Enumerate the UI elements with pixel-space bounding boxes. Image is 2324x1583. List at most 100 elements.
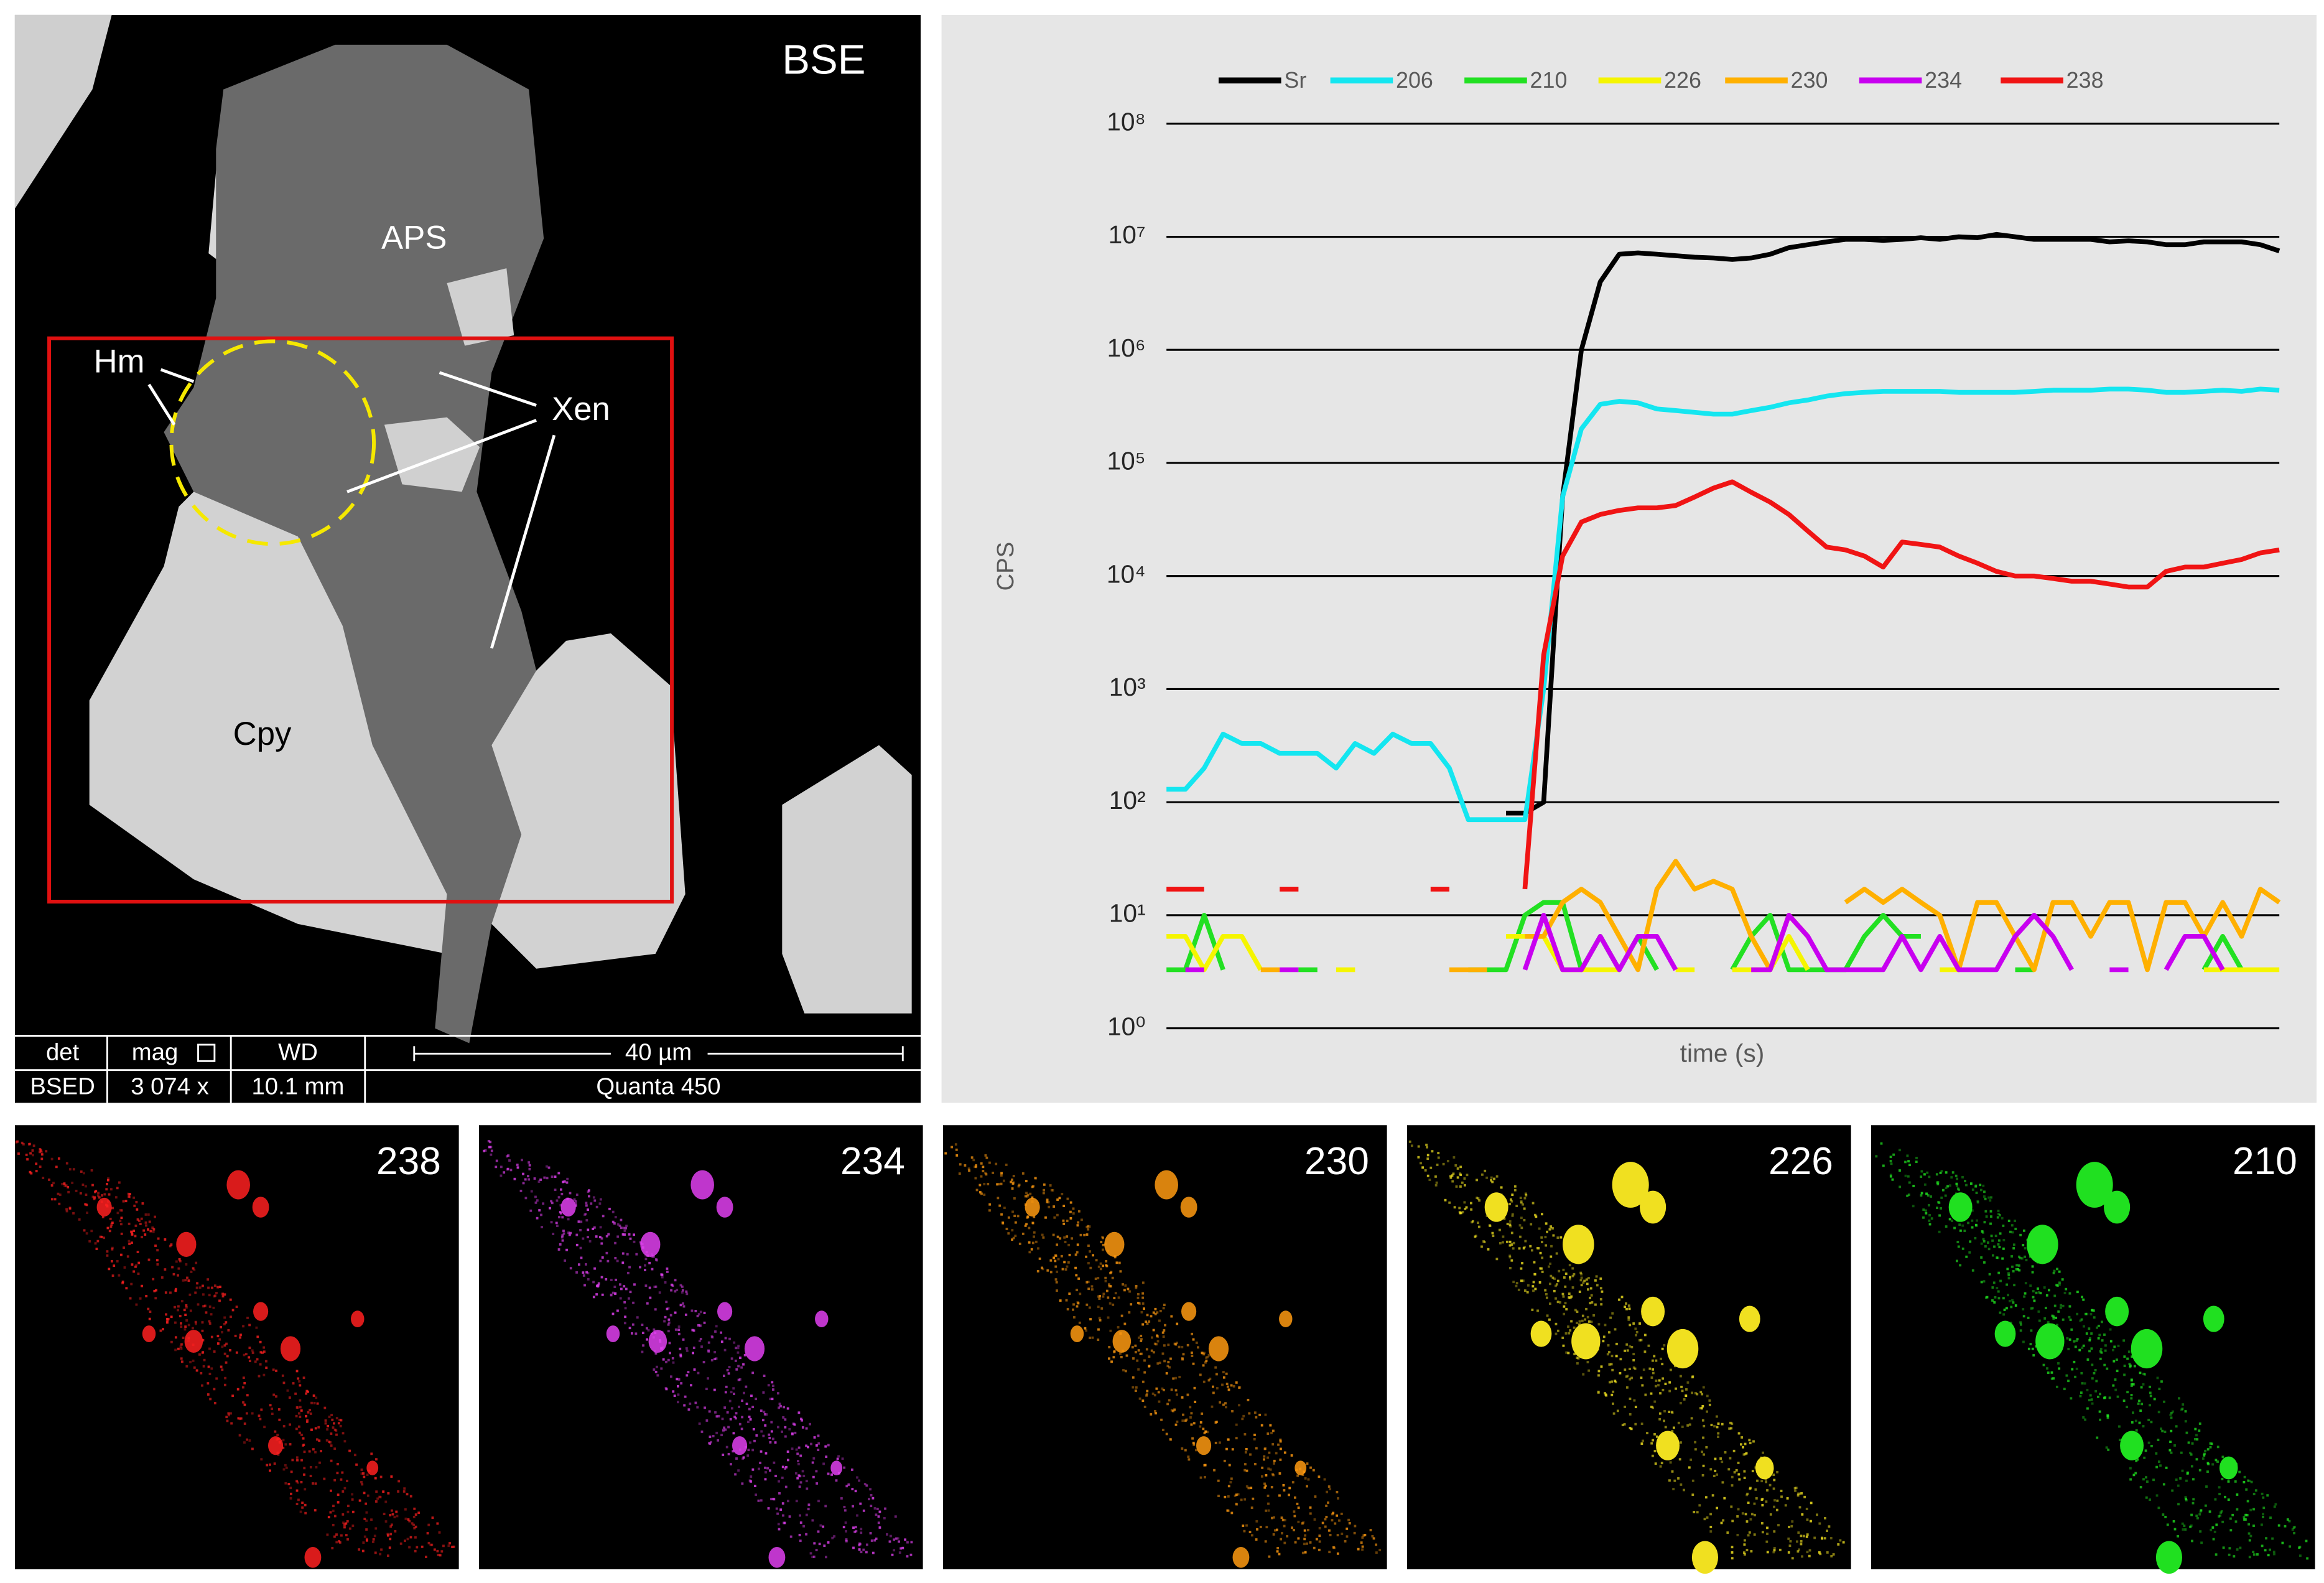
map-speckle: [2031, 1347, 2034, 1350]
map-speckle: [1012, 1175, 1015, 1177]
map-speckle: [1431, 1150, 1434, 1153]
map-speckle: [1066, 1265, 1069, 1268]
map-speckle: [1163, 1344, 1166, 1347]
map-speckle: [269, 1404, 272, 1407]
map-speckle: [1699, 1407, 1702, 1409]
map-speckle: [1235, 1493, 1238, 1497]
map-speckle: [2129, 1364, 2132, 1367]
map-speckle: [813, 1436, 816, 1439]
map-speckle: [1185, 1418, 1188, 1421]
map-speckle: [1038, 1257, 1041, 1260]
map-speckle: [2130, 1385, 2133, 1388]
map-speckle: [667, 1323, 670, 1326]
map-speckle: [654, 1370, 658, 1373]
map-speckle: [1477, 1197, 1480, 1200]
map-speckle: [1573, 1272, 1576, 1276]
map-speckle: [1357, 1548, 1360, 1551]
map-speckle: [397, 1480, 401, 1483]
map-label: 210: [2233, 1140, 2297, 1183]
map-speckle: [1061, 1268, 1064, 1271]
map-speckle: [1100, 1241, 1103, 1243]
map-speckle: [987, 1182, 990, 1185]
map-speckle: [259, 1351, 263, 1354]
map-speckle: [1028, 1251, 1031, 1254]
map-speckle: [587, 1277, 590, 1281]
map-speckle: [705, 1388, 708, 1391]
map-speckle: [152, 1228, 156, 1231]
map-speckle: [91, 1195, 95, 1198]
map-speckle: [1803, 1495, 1806, 1498]
map-speckle: [1025, 1180, 1028, 1182]
map-hotspot: [1612, 1162, 1649, 1208]
map-speckle: [365, 1519, 368, 1522]
map-speckle: [1288, 1487, 1291, 1490]
map-speckle: [130, 1282, 133, 1286]
map-speckle: [1576, 1357, 1579, 1360]
map-speckle: [2145, 1476, 2147, 1479]
map-speckle: [373, 1534, 376, 1538]
map-speckle: [1754, 1513, 1756, 1516]
map-speckle: [2024, 1292, 2027, 1295]
map-speckle: [402, 1490, 406, 1493]
map-speckle: [771, 1381, 774, 1384]
map-speckle: [138, 1220, 141, 1222]
map-speckle: [331, 1418, 334, 1421]
map-speckle: [177, 1267, 180, 1270]
map-speckle: [1167, 1361, 1170, 1363]
map-speckle: [644, 1269, 646, 1271]
map-speckle: [90, 1169, 93, 1172]
map-speckle: [1215, 1421, 1218, 1424]
map-speckle: [2088, 1327, 2091, 1330]
map-speckle: [1135, 1284, 1138, 1287]
map-speckle: [2019, 1256, 2022, 1259]
map-speckle: [1762, 1451, 1765, 1454]
map-speckle: [1535, 1215, 1538, 1218]
map-speckle: [789, 1535, 792, 1538]
map-speckle: [631, 1323, 634, 1326]
map-speckle: [1808, 1554, 1811, 1557]
map-speckle: [740, 1366, 743, 1369]
map-speckle: [1651, 1359, 1654, 1362]
map-speckle: [1034, 1177, 1037, 1180]
map-speckle: [1731, 1546, 1734, 1549]
map-speckle: [2082, 1344, 2085, 1347]
map-speckle: [121, 1281, 124, 1283]
map-speckle: [1296, 1502, 1299, 1505]
map-speckle: [737, 1347, 740, 1350]
map-speckle: [124, 1200, 128, 1203]
map-speckle: [1521, 1262, 1523, 1264]
map-speckle: [1800, 1492, 1803, 1495]
map-speckle: [705, 1419, 709, 1422]
map-speckle: [2272, 1551, 2275, 1553]
map-speckle: [265, 1360, 267, 1363]
map-speckle: [1776, 1499, 1779, 1502]
map-speckle: [490, 1146, 493, 1149]
map-speckle: [1701, 1405, 1704, 1408]
map-speckle: [1791, 1520, 1794, 1523]
map-speckle: [306, 1419, 309, 1422]
map-speckle: [735, 1368, 738, 1371]
map-speckle: [726, 1369, 729, 1371]
map-speckle: [1994, 1235, 1997, 1238]
map-speckle: [216, 1286, 220, 1289]
map-speckle: [1143, 1371, 1146, 1374]
map-speckle: [619, 1297, 622, 1300]
map-speckle: [771, 1398, 774, 1401]
map-speckle: [129, 1297, 132, 1300]
map-speckle: [2234, 1520, 2238, 1523]
map-speckle: [1056, 1289, 1058, 1292]
map-speckle: [783, 1406, 786, 1409]
map-speckle: [375, 1500, 378, 1503]
map-speckle: [1776, 1470, 1778, 1473]
map-speckle: [243, 1381, 246, 1385]
map-speckle: [1733, 1471, 1736, 1473]
map-speckle: [1658, 1412, 1662, 1415]
map-speckle: [1482, 1240, 1485, 1243]
legend-label: Sr: [1284, 67, 1306, 93]
map-hotspot: [2105, 1296, 2129, 1327]
map-speckle: [348, 1527, 351, 1530]
map-speckle: [1920, 1175, 1923, 1179]
map-speckle: [1615, 1355, 1618, 1358]
map-hotspot: [1232, 1547, 1250, 1568]
map-speckle: [65, 1210, 68, 1213]
